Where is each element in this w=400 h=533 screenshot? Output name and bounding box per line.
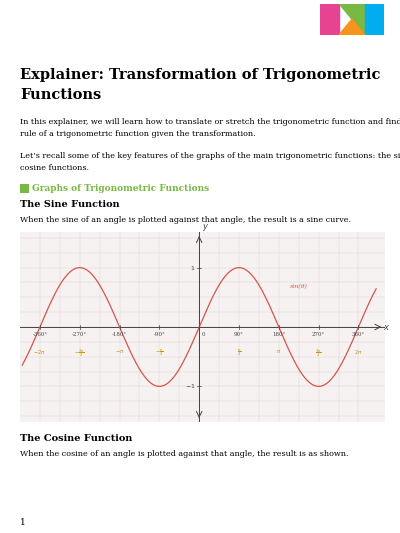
Polygon shape <box>339 4 365 35</box>
Text: $y$: $y$ <box>202 222 209 233</box>
Text: $x$: $x$ <box>383 322 390 332</box>
Text: 270°: 270° <box>312 332 325 337</box>
Text: $-\frac{3\pi}{2}$: $-\frac{3\pi}{2}$ <box>74 348 85 359</box>
Text: The Cosine Function: The Cosine Function <box>20 434 132 443</box>
Text: $\frac{\pi}{2}$: $\frac{\pi}{2}$ <box>237 348 241 358</box>
Text: -360°: -360° <box>32 332 48 337</box>
Text: The Sine Function: The Sine Function <box>20 200 120 209</box>
Text: $-\frac{\pi}{2}$: $-\frac{\pi}{2}$ <box>155 348 164 358</box>
Text: When the cosine of an angle is plotted against that angle, the result is as show: When the cosine of an angle is plotted a… <box>20 450 348 458</box>
Text: In this explainer, we will learn how to translate or stretch the trigonometric f: In this explainer, we will learn how to … <box>20 118 400 138</box>
Text: $2\pi$: $2\pi$ <box>354 348 363 356</box>
Text: Graphs of Trigonometric Functions: Graphs of Trigonometric Functions <box>32 184 209 193</box>
Text: Let’s recall some of the key features of the graphs of the main trigonometric fu: Let’s recall some of the key features of… <box>20 152 400 172</box>
Text: When the sine of an angle is plotted against that angle, the result is a sine cu: When the sine of an angle is plotted aga… <box>20 216 351 224</box>
Text: 180°: 180° <box>272 332 286 337</box>
Text: -180°: -180° <box>112 332 127 337</box>
Text: $-2\pi$: $-2\pi$ <box>34 348 46 356</box>
Text: $\pi$: $\pi$ <box>276 348 282 355</box>
Polygon shape <box>339 19 365 35</box>
Text: Explainer: Transformation of Trigonometric: Explainer: Transformation of Trigonometr… <box>20 68 380 82</box>
Text: sin(θ): sin(θ) <box>290 284 308 289</box>
Text: 1: 1 <box>20 518 26 527</box>
Text: $\frac{3\pi}{2}$: $\frac{3\pi}{2}$ <box>315 348 322 359</box>
Polygon shape <box>320 4 339 35</box>
Text: $-1$: $-1$ <box>185 382 195 390</box>
Polygon shape <box>365 4 384 35</box>
Text: Functions: Functions <box>20 88 101 102</box>
FancyBboxPatch shape <box>20 184 29 193</box>
Text: 360°: 360° <box>352 332 365 337</box>
Text: $-\pi$: $-\pi$ <box>115 348 124 355</box>
Text: 0: 0 <box>202 332 205 337</box>
Text: 90°: 90° <box>234 332 244 337</box>
Text: $1$: $1$ <box>190 264 195 272</box>
Text: -90°: -90° <box>154 332 165 337</box>
Text: -270°: -270° <box>72 332 87 337</box>
